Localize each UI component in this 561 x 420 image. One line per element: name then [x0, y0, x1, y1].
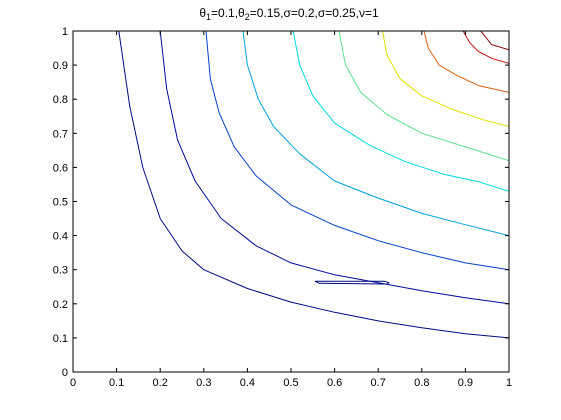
- title-segment: θ: [238, 6, 245, 20]
- x-tick-label: 0.9: [458, 377, 473, 389]
- contour-line-6: [292, 30, 510, 192]
- contour-line-11: [480, 30, 510, 51]
- y-tick-label: 0.9: [53, 60, 68, 72]
- y-tick-label: 0.4: [53, 231, 68, 243]
- chart-title: θ1=0.1,θ2=0.15,σ=0.2,σ=0.25,ν=1: [199, 6, 379, 22]
- contour-line-1: [118, 30, 510, 339]
- contour-line-8: [382, 30, 510, 127]
- y-tick-label: 0.7: [53, 128, 68, 140]
- x-tick-label: 0.3: [196, 377, 211, 389]
- x-tick-label: 0.8: [414, 377, 429, 389]
- x-tick-label: 0.1: [109, 377, 124, 389]
- x-tick-label: 0.4: [240, 377, 255, 389]
- y-tick-label: 0: [62, 367, 68, 379]
- y-tick-label: 0.6: [53, 162, 68, 174]
- contour-lines: [118, 30, 510, 339]
- contour-line-4: [205, 30, 510, 271]
- title-segment: σ=0.2,σ=0.25,ν=1: [283, 6, 379, 20]
- title-segment: θ: [199, 6, 206, 20]
- y-tick-label: 0.2: [53, 299, 68, 311]
- x-tick-label: 0.5: [283, 377, 298, 389]
- y-tick-label: 0.5: [53, 197, 68, 209]
- contour-line-5: [242, 30, 510, 237]
- x-tick-label: 0.7: [371, 377, 386, 389]
- x-tick-label: 0.2: [153, 377, 168, 389]
- y-tick-label: 1: [62, 26, 68, 38]
- title-segment: =0.1,: [211, 6, 238, 20]
- y-tick-label: 0.8: [53, 94, 68, 106]
- x-tick-label: 0.6: [327, 377, 342, 389]
- axis-ticks: [72, 30, 510, 373]
- y-tick-label: 0.1: [53, 333, 68, 345]
- contour-line-10: [462, 30, 510, 64]
- title-subscript: 1: [206, 12, 211, 22]
- title-subscript: 2: [245, 12, 250, 22]
- title-segment: =0.15,: [250, 6, 284, 20]
- contour-line-9: [423, 30, 510, 93]
- contour-line-3: [159, 30, 510, 305]
- x-tick-label: 1: [506, 377, 512, 389]
- x-tick-label: 0: [70, 377, 76, 389]
- axis-tick-labels: 0 0.1 0.2 0.3 0.4 0.5 0.6 0.7 0.8 0.9 1 0 0.1 0.2 0.3 0…: [53, 26, 512, 389]
- y-tick-label: 0.3: [53, 265, 68, 277]
- contour-line-7: [338, 30, 510, 162]
